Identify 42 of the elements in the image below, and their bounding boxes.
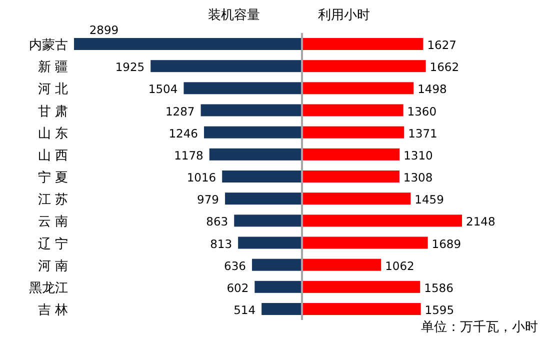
data-label: 2148 [466,214,496,229]
chart-title: 装机容量 [208,7,260,23]
y-tick-label: 山 东 [38,126,68,142]
chart-title: 利用小时 [318,8,370,23]
data-label: 979 [197,192,220,207]
y-tick-label: 河 北 [38,82,68,98]
y-tick-label: 山 西 [38,148,68,164]
data-label: 636 [224,258,246,273]
data-label: 1595 [424,303,454,317]
data-label: 1178 [174,148,204,162]
data-label: 1498 [418,82,447,96]
data-label: 1371 [408,126,438,140]
annotation: 单位：万千瓦，小时 [421,320,538,335]
y-tick-label: 江 苏 [38,192,68,208]
data-label: 1062 [385,258,414,273]
y-tick-label: 内蒙古 [29,38,68,53]
data-label: 514 [234,303,256,317]
data-label: 1310 [404,148,433,162]
data-label: 1246 [168,126,198,140]
data-label: 1360 [407,104,437,118]
data-label: 1925 [115,60,145,74]
data-label: 1459 [414,192,444,207]
data-label: 1627 [427,38,456,52]
y-tick-label: 云 南 [38,214,68,230]
data-label: 2899 [89,23,119,37]
y-tick-label: 河 南 [38,258,68,274]
data-label: 863 [206,214,228,229]
data-label: 1016 [186,170,216,184]
data-label: 813 [210,236,232,251]
data-label: 1586 [424,280,454,295]
y-tick-label: 辽 宁 [38,236,68,252]
data-label: 1287 [166,104,195,118]
y-tick-label: 黑龙江 [29,280,68,296]
y-tick-label: 吉 林 [38,303,68,318]
data-label: 602 [226,280,249,295]
y-tick-label: 新 疆 [38,60,68,76]
data-label: 1308 [403,170,433,184]
data-label: 1689 [432,236,462,251]
data-label: 1662 [430,60,460,74]
y-tick-label: 宁 夏 [38,170,68,186]
data-label: 1504 [148,82,178,96]
y-tick-label: 甘 肃 [38,104,68,120]
